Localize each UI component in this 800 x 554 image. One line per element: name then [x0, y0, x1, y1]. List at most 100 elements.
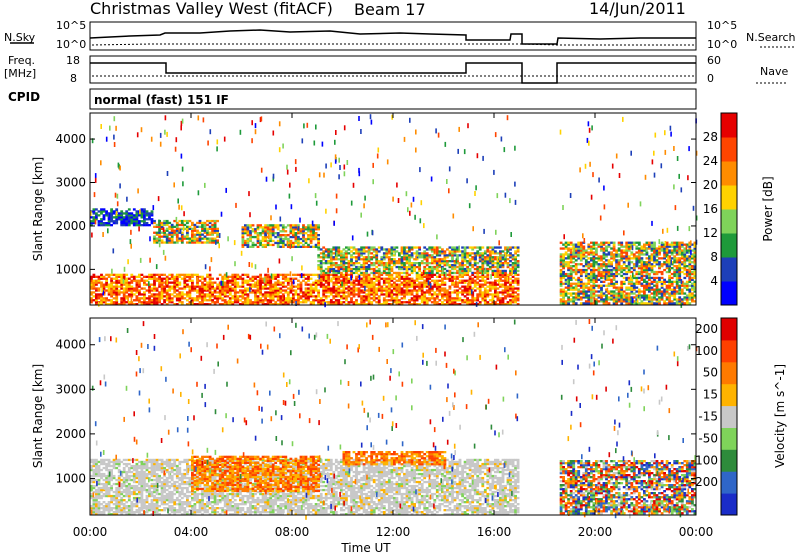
data-cell [365, 265, 368, 269]
data-cell [264, 291, 267, 294]
data-cell [494, 281, 497, 284]
data-cell [279, 245, 283, 248]
data-cell [332, 303, 336, 306]
data-cell [317, 299, 320, 302]
data-cell [375, 262, 379, 265]
data-cell [600, 280, 603, 283]
data-cell [693, 257, 697, 260]
data-cell [385, 271, 389, 275]
data-cell [117, 212, 121, 215]
data-cell [675, 286, 679, 289]
data-cell [241, 291, 245, 294]
data-cell [130, 218, 134, 221]
data-cell [600, 272, 603, 276]
data-cell [261, 228, 265, 231]
data-cell [648, 274, 651, 278]
data-cell [600, 243, 603, 246]
data-cell [458, 262, 462, 265]
data-cell [370, 264, 374, 267]
data-cell [605, 263, 608, 266]
data-cell [127, 287, 131, 290]
data-cell [481, 279, 485, 282]
data-cell [483, 289, 487, 292]
data-cell [413, 295, 416, 298]
data-cell [400, 301, 404, 304]
data-cell [246, 241, 250, 245]
data-cell [491, 295, 495, 298]
data-cell [164, 280, 167, 286]
data-cell [607, 284, 611, 287]
data-cell [239, 277, 242, 280]
data-cell [483, 256, 487, 259]
data-cell [478, 279, 482, 282]
data-cell [186, 219, 189, 223]
data-cell [307, 279, 310, 282]
data-cell [317, 248, 321, 251]
data-cell [357, 283, 361, 286]
data-cell [458, 264, 462, 267]
data-cell [97, 210, 101, 213]
data-cell [206, 285, 209, 288]
data-cell [317, 293, 320, 296]
data-cell [125, 297, 129, 300]
data-cell [178, 295, 182, 298]
data-cell [483, 271, 487, 275]
data-cell [302, 245, 305, 248]
data-cell [393, 277, 396, 280]
data-cell [433, 260, 437, 263]
data-cell [367, 252, 370, 258]
data-cell [95, 289, 98, 292]
data-cell [461, 250, 464, 253]
data-cell [150, 212, 154, 215]
data-cell [494, 273, 497, 276]
data-cell [191, 283, 194, 286]
data-cell [259, 275, 262, 278]
data-cell [372, 289, 376, 292]
data-cell [471, 264, 475, 267]
data-cell [140, 127, 143, 133]
data-cell [127, 277, 131, 280]
data-cell [458, 273, 462, 276]
data-cell [612, 247, 616, 250]
data-cell [680, 251, 684, 254]
data-cell [587, 265, 591, 268]
data-cell [173, 225, 177, 228]
data-cell [597, 270, 601, 274]
data-cell [259, 299, 262, 302]
data-cell [688, 261, 692, 264]
data-cell [249, 245, 252, 248]
data-cell [143, 216, 146, 219]
data-cell [390, 299, 394, 302]
data-cell [456, 256, 459, 259]
data-cell [352, 283, 356, 286]
data-cell [620, 265, 624, 268]
data-cell [97, 295, 101, 298]
data-cell [511, 301, 515, 304]
data-cell [130, 279, 134, 282]
data-cell [607, 261, 611, 264]
data-cell [163, 299, 166, 302]
data-cell [579, 263, 583, 266]
data-cell [456, 246, 459, 249]
data-cell [112, 273, 116, 276]
data-cell [364, 195, 366, 201]
data-cell [400, 275, 404, 278]
data-cell [221, 285, 225, 288]
data-cell [183, 275, 187, 278]
data-cell [607, 282, 611, 285]
data-cell [461, 281, 464, 284]
data-cell [463, 289, 467, 292]
data-cell [473, 258, 477, 261]
data-cell [398, 301, 401, 304]
data-cell [206, 233, 209, 236]
data-cell [491, 260, 495, 263]
data-cell [365, 283, 368, 286]
data-cell [691, 294, 694, 297]
data-cell [299, 301, 303, 304]
data-cell [637, 241, 641, 244]
data-cell [675, 245, 679, 248]
data-cell [627, 296, 631, 299]
data-cell [347, 285, 351, 288]
data-cell [319, 273, 323, 276]
